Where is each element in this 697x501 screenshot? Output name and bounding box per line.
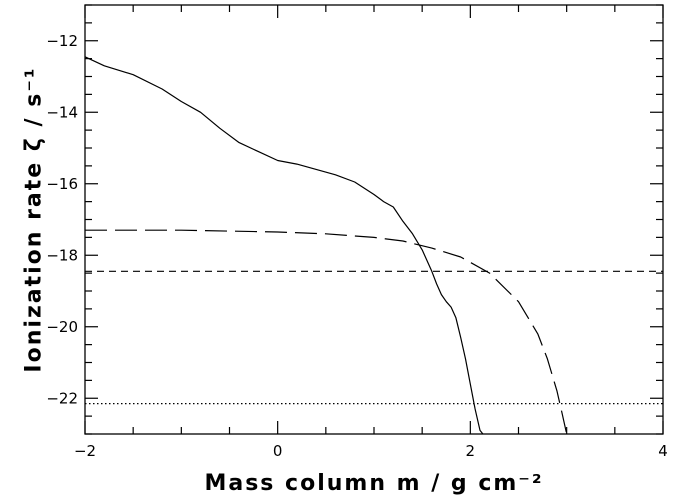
x-axis-title: Mass column m / g cm⁻² (204, 471, 543, 496)
y-tick-label: −22 (46, 389, 78, 407)
y-axis-title: Ionization rate ζ / s⁻¹ (22, 66, 47, 372)
y-tick-label: −12 (46, 32, 78, 50)
x-tick-label: −2 (74, 442, 96, 460)
tick-labels-layer: −2 0 2 4−12−14−16−18−20−22 (46, 32, 667, 460)
plot-frame (84, 4, 664, 435)
y-tick-label: −18 (46, 246, 78, 264)
y-tick-label: −20 (46, 318, 78, 336)
y-tick-label: −14 (46, 103, 78, 121)
series-line-1-solid (84, 56, 484, 435)
y-tick-label: −16 (46, 175, 78, 193)
x-tick-label: 4 (658, 442, 668, 460)
x-tick-label: 2 (466, 442, 476, 460)
series-layer (84, 56, 663, 435)
series-line-2-long-dash (85, 229, 568, 435)
ticks-layer (84, 4, 664, 435)
x-tick-label: 0 (273, 442, 283, 460)
